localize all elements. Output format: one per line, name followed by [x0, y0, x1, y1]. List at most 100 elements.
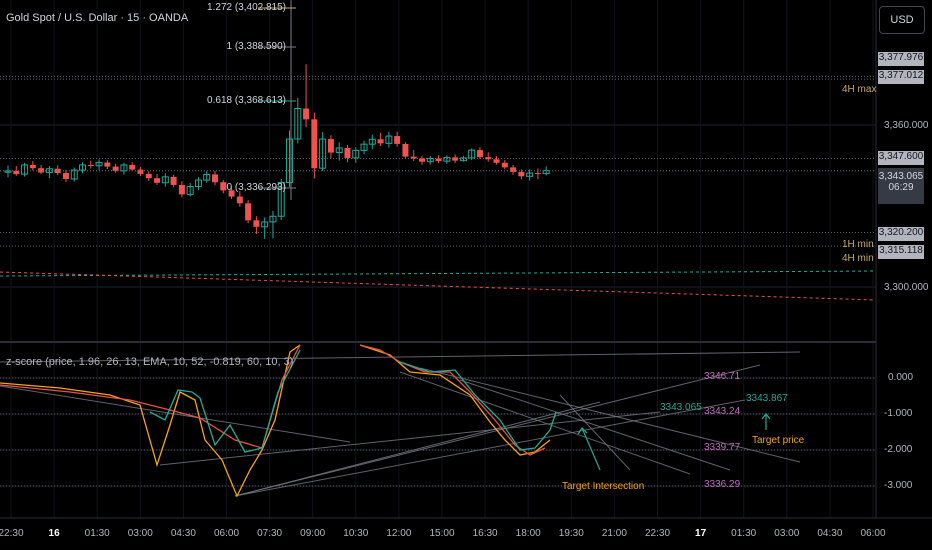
level-value-334671: 3346.71: [704, 371, 741, 382]
candle-body: [269, 215, 277, 223]
candle-body: [510, 167, 517, 172]
candle-body: [154, 178, 161, 183]
candle-body: [534, 173, 541, 175]
time-axis-label: 04:30: [817, 528, 843, 539]
time-axis-label: 15:00: [429, 528, 455, 539]
time-axis-label: 19:30: [558, 528, 584, 539]
time-axis-label: 03:00: [774, 528, 800, 539]
price-tag-1h-min: 3,320.200: [878, 227, 924, 241]
zscore-signal-curve: [149, 349, 301, 453]
target-intersection-arrow: [581, 427, 601, 471]
projection-line: [459, 379, 731, 471]
time-axis-label: 01:30: [84, 528, 110, 539]
candle-body: [38, 168, 45, 173]
candle-body: [4, 170, 12, 173]
time-axis-label: 22:30: [644, 528, 671, 539]
level-label-4h-max: 4H max: [842, 84, 877, 95]
candle-body: [319, 138, 327, 169]
candle-body: [294, 108, 302, 140]
currency-button[interactable]: USD: [879, 6, 925, 34]
level-value-333977: 3339.77: [704, 442, 741, 453]
fib-label-0618: 0.618 (3,368.613): [207, 95, 286, 106]
candle-body: [145, 173, 152, 179]
candle-body: [170, 176, 177, 185]
current-value-label: 3343.065: [660, 402, 702, 413]
time-axis-label: 10:30: [343, 528, 369, 539]
projection-line: [0, 351, 801, 363]
candle-body: [360, 143, 368, 151]
price-tag-347: 3,347.600: [878, 151, 924, 165]
candle-body: [29, 164, 36, 169]
price-tag-4h-min: 3,315.118: [878, 245, 924, 259]
candle-body: [245, 203, 252, 221]
zscore-indicator-pane[interactable]: [0, 344, 876, 498]
price-tick-3300: 3,300.000: [884, 282, 929, 293]
zscore-signal-curve-recent: [399, 361, 557, 451]
candle-body: [476, 150, 483, 158]
level-value-333629: 3336.29: [704, 479, 741, 490]
candle-body: [277, 182, 285, 217]
fib-label-1272: 1.272 (3,402.815): [207, 2, 286, 13]
candle-body: [203, 173, 211, 181]
time-axis-label: 18:00: [515, 528, 541, 539]
time-axis-label: 07:30: [257, 528, 283, 539]
bar-countdown: 06:29: [888, 182, 914, 193]
target-price-label: Target price: [752, 435, 805, 446]
candle-body: [62, 173, 69, 179]
candle-body: [253, 220, 260, 227]
candle-body: [186, 186, 194, 195]
candle-body: [335, 147, 343, 154]
level-label-4h-min: 4H min: [842, 253, 874, 264]
time-axis-label: 04:30: [170, 528, 196, 539]
candle-body: [228, 190, 235, 197]
candle-body: [402, 143, 409, 157]
candlestick-series[interactable]: [0, 64, 876, 239]
time-axis-label: 21:00: [601, 528, 627, 539]
horizontal-levels: [0, 75, 877, 301]
zscore-tick-minus2: -2.000: [884, 444, 913, 455]
dashed-trendline-teal: [0, 270, 877, 277]
candle-body: [443, 156, 451, 162]
candle-body: [13, 170, 20, 175]
time-axis-label: 22:30: [0, 528, 24, 539]
price-tag-1h-max: 3,377.012: [878, 70, 924, 84]
projection-line: [234, 399, 746, 497]
candle-body: [95, 162, 103, 167]
candle-body: [220, 182, 227, 191]
candle-body: [311, 119, 318, 169]
zscore-tick-0: 0.000: [888, 372, 914, 383]
price-tick-3360: 3,360.000: [884, 120, 929, 131]
candle-body: [45, 168, 53, 174]
fib-label-0: 0 (3,336.293): [226, 182, 287, 193]
target-intersection-label: Target Intersection: [562, 481, 645, 492]
chart-symbol-title[interactable]: Gold Spot / U.S. Dollar · 15 · OANDA: [6, 12, 189, 24]
fibonacci-lines: [258, 0, 296, 200]
target-price-arrowhead: [761, 413, 771, 420]
candle-body: [303, 108, 310, 120]
candle-body: [137, 169, 144, 174]
candle-body: [87, 164, 94, 166]
projection-line: [159, 411, 661, 466]
projection-line: [559, 394, 631, 471]
candle-body: [79, 164, 87, 171]
zscore-tick-minus1: -1.000: [884, 408, 913, 419]
time-axis-label: 16:30: [472, 528, 498, 539]
candle-body: [21, 164, 29, 175]
grid-lines: [0, 0, 876, 518]
candle-body: [261, 221, 269, 228]
projection-line: [419, 367, 801, 463]
candle-body: [236, 196, 243, 204]
projection-line: [0, 385, 351, 443]
price-tag-current: 3,343.065 06:29: [878, 168, 924, 204]
time-axis-label: 16: [48, 528, 60, 539]
candle-body: [70, 169, 78, 180]
time-axis-label: 17: [695, 528, 707, 539]
indicator-title[interactable]: z-score (price, 1.96, 26, 13, EMA, 10, 5…: [6, 356, 294, 368]
candle-body: [377, 139, 384, 144]
candle-body: [485, 157, 492, 160]
time-axis-label: 06:00: [860, 528, 886, 539]
candle-body: [426, 157, 434, 163]
target-intersection-arrowhead: [577, 427, 588, 435]
candle-body: [394, 136, 401, 144]
